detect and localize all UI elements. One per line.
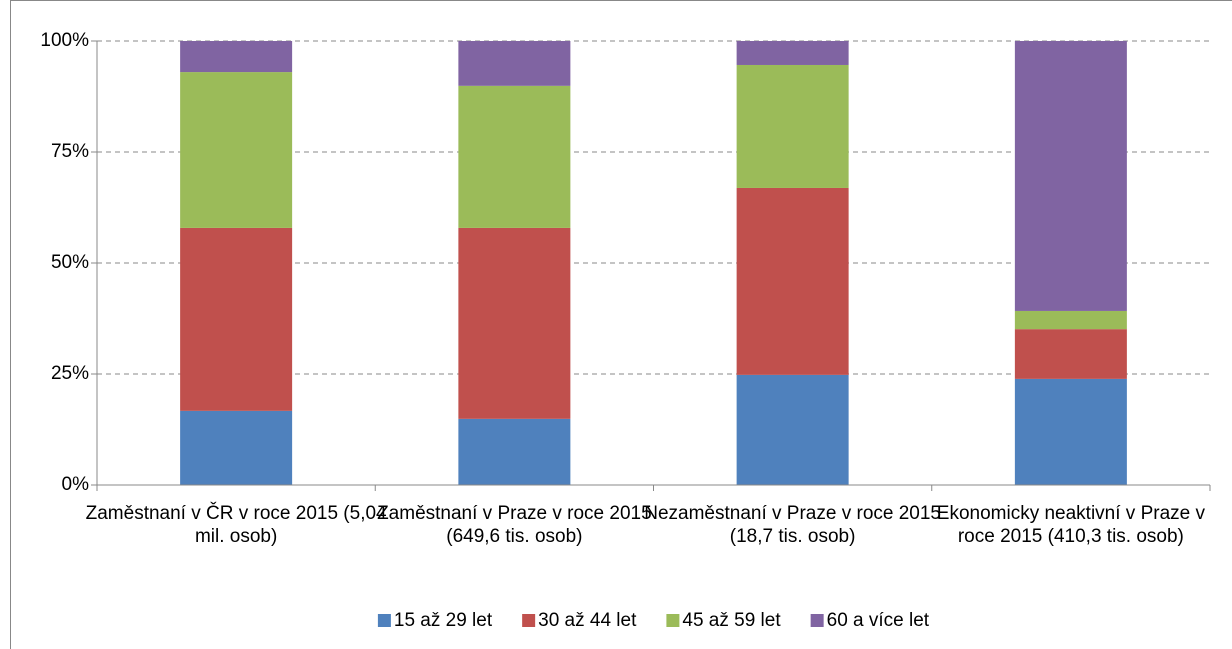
bar-segment: [736, 187, 849, 375]
y-tick-label: 25%: [51, 363, 89, 384]
legend-label: 30 až 44 let: [538, 610, 637, 631]
bar-segment: [458, 85, 571, 228]
legend-swatch: [522, 614, 536, 627]
bar-segment: [1014, 310, 1127, 330]
legend-swatch: [377, 614, 391, 627]
y-tick-label: 100%: [40, 30, 89, 51]
y-tick-label: 0%: [62, 474, 90, 495]
y-tick-label: 50%: [51, 252, 89, 273]
legend-label: 15 až 29 let: [394, 610, 493, 631]
y-tick-label: 75%: [51, 141, 89, 162]
bar-segment: [180, 41, 293, 73]
bar-segment: [458, 41, 571, 86]
bar-segment: [180, 227, 293, 411]
bar-segment: [1014, 378, 1127, 485]
bar-segment: [180, 410, 293, 485]
bar-segment: [736, 374, 849, 485]
x-tick-label: Zaměstnaní v Praze v roce 2015 (649,6 ti…: [377, 503, 652, 547]
bar-segment: [1014, 329, 1127, 379]
legend-label: 45 až 59 let: [682, 610, 781, 631]
legend-label: 60 a více let: [827, 610, 930, 631]
x-tick-label: Zaměstnaní v ČR v roce 2015 (5,04 mil. o…: [85, 503, 387, 547]
x-tick-label: Nezaměstnaní v Praze v roce 2015 (18,7 t…: [644, 503, 941, 547]
bar-segment: [180, 72, 293, 228]
bar-segment: [1014, 41, 1127, 311]
bar-segment: [736, 64, 849, 188]
bar-segment: [458, 227, 571, 419]
legend-swatch: [810, 614, 824, 627]
legend-swatch: [666, 614, 680, 627]
bar-segment: [736, 41, 849, 65]
x-tick-label: Ekonomicky neaktivní v Praze v roce 2015…: [936, 503, 1205, 547]
bar-segment: [458, 418, 571, 485]
